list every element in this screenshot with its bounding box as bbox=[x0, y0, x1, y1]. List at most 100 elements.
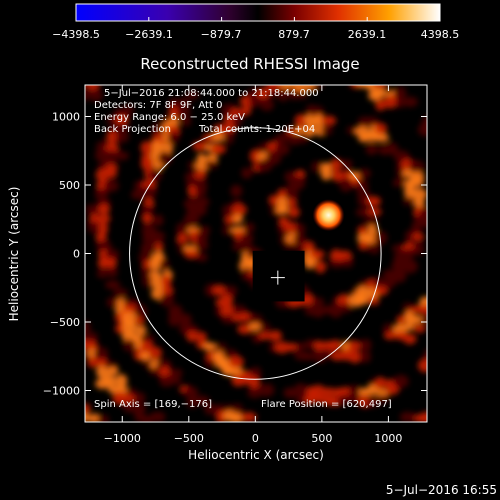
fringe-blob bbox=[85, 85, 100, 91]
fringe-blob bbox=[105, 163, 119, 172]
fringe-blob bbox=[304, 293, 315, 307]
fringe-blob bbox=[310, 304, 326, 318]
fringe-blob bbox=[212, 284, 227, 297]
fringe-blob bbox=[382, 323, 396, 334]
fringe-blob bbox=[168, 312, 180, 327]
fringe-blob bbox=[97, 203, 110, 215]
fringe-blob bbox=[331, 168, 343, 182]
fringe-blob bbox=[358, 240, 369, 251]
fringe-blob bbox=[113, 288, 129, 298]
fringe-blob bbox=[411, 188, 427, 201]
fringe-blob bbox=[274, 143, 290, 156]
fringe-blob bbox=[320, 126, 333, 136]
fringe-blob bbox=[304, 394, 316, 405]
fringe-blob bbox=[204, 160, 219, 170]
fringe-blob bbox=[293, 133, 309, 144]
fringe-blob bbox=[421, 312, 427, 325]
fringe-blob bbox=[417, 123, 427, 137]
fringe-blob bbox=[180, 115, 192, 127]
fringe-blob bbox=[139, 334, 155, 344]
colorbar-tick-label: −4398.5 bbox=[52, 28, 100, 41]
fringe-blob bbox=[287, 206, 300, 218]
fringe-blob bbox=[220, 304, 236, 318]
fringe-blob bbox=[313, 114, 325, 127]
fringe-blob bbox=[403, 333, 417, 345]
fringe-blob bbox=[93, 346, 109, 361]
fringe-blob bbox=[184, 250, 200, 259]
fringe-blob bbox=[374, 376, 387, 390]
y-tick-label: −1000 bbox=[43, 384, 80, 397]
fringe-blob bbox=[366, 384, 379, 395]
fringe-blob bbox=[402, 259, 418, 274]
fringe-blob bbox=[367, 297, 380, 306]
fringe-blob bbox=[268, 330, 282, 342]
fringe-blob bbox=[103, 257, 117, 269]
fringe-blob bbox=[399, 411, 416, 422]
fringe-blob bbox=[268, 194, 280, 206]
fringe-blob bbox=[404, 230, 417, 243]
fringe-blob bbox=[149, 257, 163, 271]
info-detectors: Detectors: 7F 8F 9F, Att 0 bbox=[94, 100, 222, 111]
crosshair-marker bbox=[270, 270, 285, 285]
fringe-blob bbox=[186, 330, 199, 342]
fringe-blob bbox=[374, 230, 388, 245]
fringe-blob bbox=[403, 96, 418, 108]
fringe-blob bbox=[223, 131, 235, 145]
fringe-blob bbox=[204, 359, 217, 368]
fringe-blob bbox=[259, 383, 275, 397]
bright-source bbox=[312, 199, 345, 232]
fringe-blob bbox=[196, 252, 208, 262]
fringe-blob bbox=[413, 324, 426, 333]
colorbar bbox=[75, 3, 441, 22]
fringe-blob bbox=[130, 403, 146, 415]
fringe-blob bbox=[121, 320, 137, 335]
fringe-blob bbox=[413, 198, 425, 209]
fringe-blob bbox=[392, 178, 406, 188]
fringe-blob bbox=[85, 321, 91, 334]
fringe-blob bbox=[303, 241, 315, 253]
fringe-blob bbox=[293, 233, 306, 245]
fringe-blob bbox=[115, 123, 129, 135]
fringe-blob bbox=[355, 293, 370, 305]
fringe-blob bbox=[312, 85, 323, 89]
fringe-blob bbox=[419, 411, 427, 422]
fringe-blob bbox=[345, 393, 361, 404]
fringe-blob bbox=[412, 232, 425, 241]
fringe-blob bbox=[322, 387, 336, 397]
fringe-blob bbox=[337, 304, 353, 313]
fringe-blob bbox=[258, 331, 272, 340]
fringe-blob bbox=[231, 203, 247, 216]
fringe-blob bbox=[247, 387, 263, 399]
fringe-blob bbox=[150, 230, 165, 242]
fringe-blob bbox=[384, 142, 399, 156]
fringe-blob bbox=[85, 90, 91, 101]
fringe-blob bbox=[229, 355, 244, 369]
fringe-blob bbox=[293, 91, 308, 100]
fringe-blob bbox=[296, 342, 307, 351]
solar-limb bbox=[129, 127, 382, 380]
fringe-blob bbox=[204, 403, 216, 415]
fringe-blob bbox=[159, 293, 175, 307]
fringe-blob bbox=[141, 186, 157, 199]
fringe-blob bbox=[395, 95, 407, 108]
fringe-blob bbox=[96, 240, 112, 253]
fringe-blob bbox=[107, 366, 119, 376]
fringe-blob bbox=[232, 114, 243, 127]
fringe-blob bbox=[102, 150, 119, 163]
fringe-blob bbox=[105, 169, 118, 179]
fringe-blob bbox=[140, 140, 155, 155]
fringe-blob bbox=[241, 267, 253, 281]
info-energy-range: Energy Range: 6.0 − 25.0 keV bbox=[94, 112, 245, 123]
timestamp: 5−Jul−2016 16:55 bbox=[386, 483, 497, 497]
fringe-blob bbox=[365, 143, 378, 155]
colorbar-tick-label: 4398.5 bbox=[421, 28, 460, 41]
fringe-blob bbox=[368, 242, 380, 254]
fringe-blob bbox=[153, 214, 164, 227]
fringe-blob bbox=[404, 322, 415, 331]
fringe-blob bbox=[112, 391, 127, 405]
colorbar-tick-label: −2639.1 bbox=[125, 28, 173, 41]
fringe-blob bbox=[85, 203, 102, 215]
fringe-blob bbox=[392, 269, 407, 283]
info-flare-position: Flare Position = [620,497] bbox=[261, 399, 392, 410]
fringe-blob bbox=[320, 166, 332, 181]
